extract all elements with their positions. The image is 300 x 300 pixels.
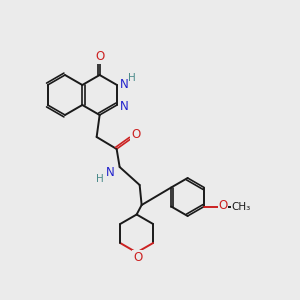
Text: O: O xyxy=(133,251,142,264)
Text: N: N xyxy=(106,166,115,178)
Text: CH₃: CH₃ xyxy=(232,202,251,212)
Text: H: H xyxy=(96,174,104,184)
Text: O: O xyxy=(218,199,228,212)
Text: O: O xyxy=(131,128,140,142)
Text: H: H xyxy=(128,73,136,83)
Text: N: N xyxy=(120,77,128,91)
Text: N: N xyxy=(120,100,128,113)
Text: O: O xyxy=(95,50,104,64)
